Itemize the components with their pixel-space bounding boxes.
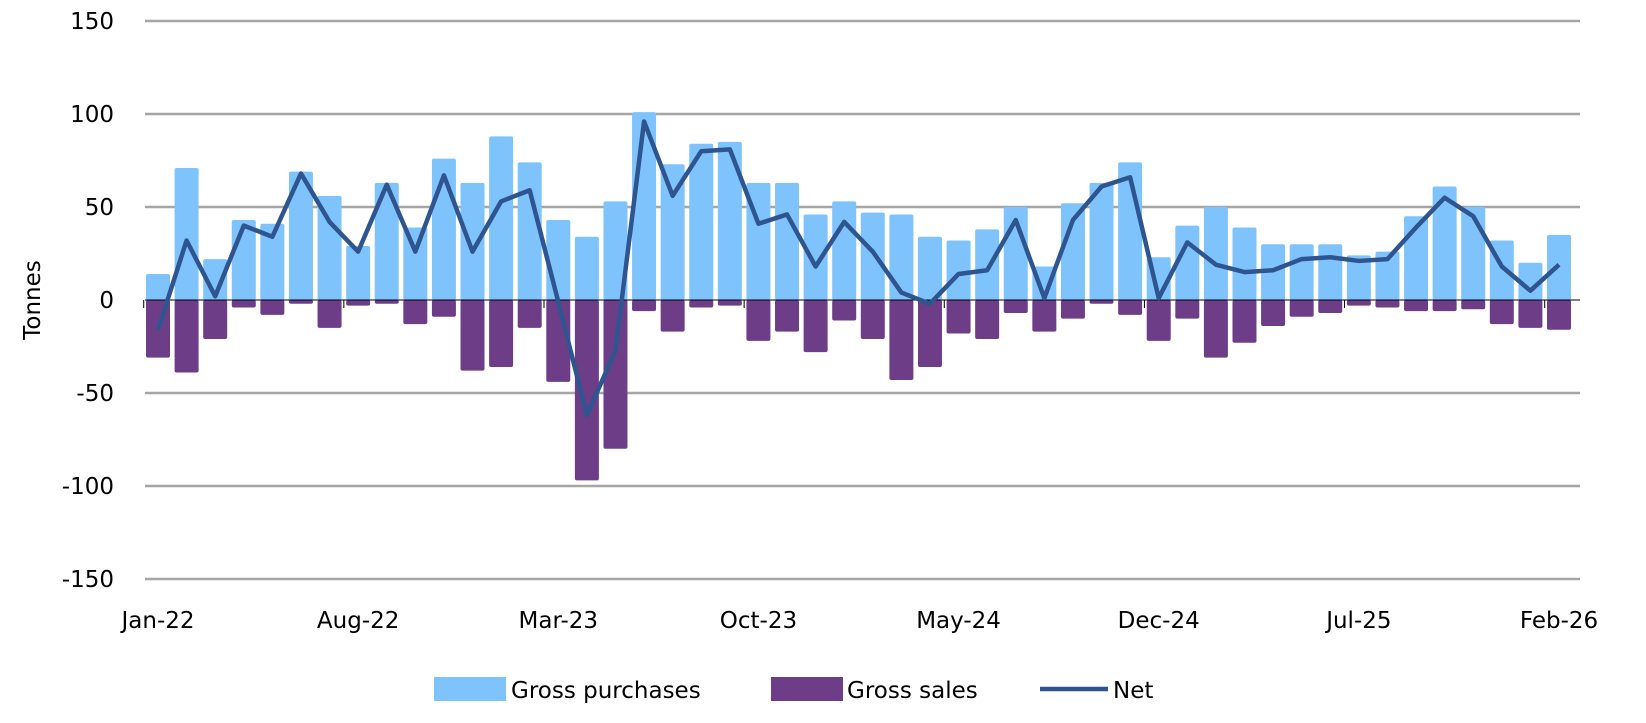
gross-sales-bar-Dec-22 <box>461 300 485 371</box>
gross-sales-bar-Jun-23 <box>632 300 656 311</box>
y-axis-label: Tonnes <box>20 260 46 341</box>
gross-sales-bar-Jun-22 <box>289 300 313 304</box>
gross-sales-bar-Nov-22 <box>432 300 456 317</box>
legend: Gross purchases Gross sales Net <box>434 677 1153 704</box>
gross-sales-bar-Sep-24 <box>1061 300 1085 319</box>
x-tick-label: Oct-23 <box>720 608 797 634</box>
gross-sales-bar-Feb-26 <box>1547 300 1571 330</box>
gross-sales-bar-Jul-24 <box>1004 300 1028 313</box>
legend-swatch-gross-purchases <box>434 677 506 701</box>
gross-sales-bar-Jul-23 <box>661 300 685 332</box>
gross-sales-bar-Feb-25 <box>1204 300 1228 358</box>
gross-sales-bar-Jan-24 <box>832 300 856 320</box>
gross-sales-bar-Feb-22 <box>175 300 199 373</box>
gross-sales-bar-Oct-25 <box>1433 300 1457 311</box>
x-tick-label: Aug-22 <box>317 608 399 634</box>
gross-sales-bar-Apr-22 <box>232 300 256 307</box>
gross-sales-bar-Jan-25 <box>1175 300 1199 319</box>
gross-purchases-bar-Mar-25 <box>1232 227 1256 300</box>
gross-sales-bar-Jun-25 <box>1318 300 1342 313</box>
legend-label-net: Net <box>1113 678 1153 704</box>
gross-sales-bar-May-22 <box>260 300 284 315</box>
gross-purchases-bar-Jun-25 <box>1318 244 1342 300</box>
x-tick-label: Jul-25 <box>1324 608 1391 634</box>
gross-sales-bar-Nov-25 <box>1461 300 1485 309</box>
gross-sales-bar-Dec-24 <box>1147 300 1171 341</box>
x-tick-label: Feb-26 <box>1520 608 1598 634</box>
gross-purchases-bar-Jan-24 <box>832 201 856 300</box>
y-tick-label: 100 <box>70 102 114 128</box>
gross-purchases-bar-Jun-24 <box>975 229 999 300</box>
y-tick-label: -50 <box>76 381 114 407</box>
x-tick-label: Jan-22 <box>119 608 194 634</box>
gross-purchases-bar-May-24 <box>947 240 971 300</box>
x-axis-ticks: Jan-22 Aug-22 Mar-23 Oct-23 May-24 Dec-24 Jul-… <box>119 300 1598 634</box>
gross-purchases-bar-Apr-23 <box>575 237 599 300</box>
gross-purchases-bar-Nov-23 <box>775 183 799 300</box>
gross-sales-bar-Dec-23 <box>804 300 828 352</box>
y-tick-label: -100 <box>62 474 114 500</box>
bars <box>146 112 1571 480</box>
gross-sales-bar-Nov-23 <box>775 300 799 332</box>
gross-sales-bar-Nov-24 <box>1118 300 1142 315</box>
gross-purchases-bar-Oct-24 <box>1090 183 1114 300</box>
gross-purchases-bar-Aug-22 <box>346 246 370 300</box>
gross-sales-bar-Jul-22 <box>318 300 342 328</box>
gross-sales-bar-Mar-25 <box>1232 300 1256 343</box>
gross-sales-bar-Sep-25 <box>1404 300 1428 311</box>
x-tick-label: May-24 <box>916 608 1001 634</box>
legend-swatch-gross-sales <box>771 677 843 701</box>
gross-sales-bar-Jan-26 <box>1518 300 1542 328</box>
gross-sales-bar-Aug-22 <box>346 300 370 306</box>
gross-sales-bar-Feb-23 <box>518 300 542 328</box>
legend-label-gross-purchases: Gross purchases <box>511 678 701 704</box>
gross-purchases-bar-May-25 <box>1290 244 1314 300</box>
legend-label-gross-sales: Gross sales <box>847 678 978 704</box>
gross-sales-bar-Aug-23 <box>689 300 713 307</box>
gross-sales-bar-Apr-24 <box>918 300 942 367</box>
y-tick-label: -150 <box>62 567 114 593</box>
x-tick-label: Dec-24 <box>1118 608 1200 634</box>
gross-purchases-bar-Feb-24 <box>861 213 885 300</box>
gross-purchases-bar-Nov-25 <box>1461 207 1485 300</box>
gross-sales-bar-Jun-24 <box>975 300 999 339</box>
gross-sales-bar-Sep-22 <box>375 300 399 304</box>
gross-sales-bar-May-24 <box>947 300 971 333</box>
gross-sales-bar-Apr-25 <box>1261 300 1285 326</box>
gross-sales-bar-Mar-22 <box>203 300 227 339</box>
gross-sales-bar-Mar-24 <box>889 300 913 380</box>
y-tick-label: 150 <box>70 9 114 35</box>
y-axis-ticks: 150 100 50 0 -50 -100 -150 <box>62 9 114 593</box>
x-tick-label: Mar-23 <box>519 608 599 634</box>
gross-purchases-bar-Mar-24 <box>889 214 913 300</box>
gross-purchases-bar-Apr-24 <box>918 237 942 300</box>
gross-sales-bar-Oct-22 <box>403 300 427 324</box>
gross-sales-bar-Jan-23 <box>489 300 513 367</box>
gross-purchases-bar-Oct-22 <box>403 227 427 300</box>
gross-sales-bar-Sep-23 <box>718 300 742 306</box>
gross-purchases-bar-Feb-25 <box>1204 207 1228 300</box>
gross-sales-bar-Aug-25 <box>1375 300 1399 307</box>
y-tick-label: 50 <box>85 195 114 221</box>
gross-purchases-bar-Jan-22 <box>146 274 170 300</box>
gross-sales-bar-Oct-23 <box>746 300 770 341</box>
gross-purchases-bar-Feb-22 <box>175 168 199 300</box>
gross-sales-bar-May-25 <box>1290 300 1314 317</box>
gross-sales-bar-Aug-24 <box>1032 300 1056 332</box>
gross-sales-bar-Feb-24 <box>861 300 885 339</box>
gross-sales-bar-Jul-25 <box>1347 300 1371 306</box>
y-tick-label: 0 <box>99 288 114 314</box>
gross-sales-bar-Dec-25 <box>1490 300 1514 324</box>
gross-sales-bar-Oct-24 <box>1090 300 1114 304</box>
gross-purchases-bar-Apr-22 <box>232 220 256 300</box>
